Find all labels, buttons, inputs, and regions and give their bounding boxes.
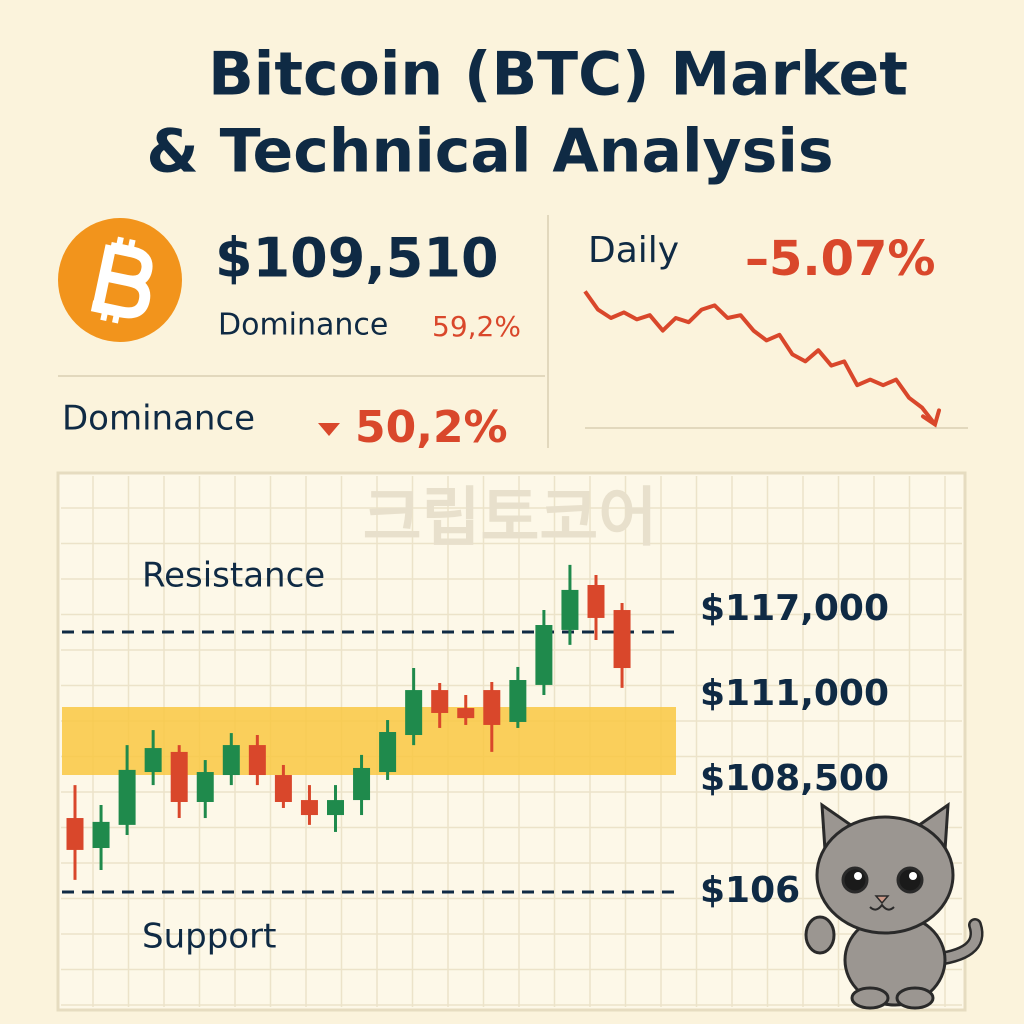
candle-body: [431, 690, 449, 713]
candle-body: [248, 745, 266, 776]
level-label: $106: [700, 870, 800, 911]
title-line: & Technical Analysis: [146, 117, 833, 187]
arrow-head: [921, 408, 941, 428]
candle-body: [483, 690, 501, 725]
daily-change: –5.07%: [745, 231, 936, 287]
candle-body: [613, 610, 631, 669]
candle-body: [300, 800, 318, 816]
candles: [66, 564, 631, 880]
candle-body: [222, 745, 240, 776]
candle-body: [509, 680, 527, 722]
level-label: $117,000: [700, 588, 889, 629]
candle-body: [457, 708, 475, 719]
candle-body: [66, 818, 84, 850]
annotation: Resistance: [142, 556, 325, 596]
candle-body: [405, 690, 423, 736]
level-label: $108,500: [700, 758, 889, 799]
sparkline: [583, 290, 941, 428]
candle-body: [170, 751, 188, 802]
candle-body: [327, 800, 344, 816]
candle-body: [144, 748, 162, 773]
zone: [62, 707, 676, 775]
dominance-value: 50,2%: [355, 402, 508, 453]
candle-body: [118, 769, 136, 825]
title-line: Bitcoin (BTC) Market: [208, 40, 908, 110]
annotation: Support: [142, 917, 276, 957]
candle-body: [353, 767, 371, 801]
candle-body: [535, 625, 553, 685]
candle-body: [587, 584, 605, 618]
candle-body: [196, 772, 214, 802]
price: $109,510: [215, 227, 499, 290]
dominance-label: Dominance: [62, 399, 255, 439]
daily-label: Daily: [588, 230, 679, 271]
down-arrow: [318, 423, 340, 436]
level-label: $111,000: [700, 673, 889, 714]
watermark: 크립토코어: [363, 482, 657, 556]
candle-body: [561, 589, 579, 630]
candle-body: [379, 732, 397, 773]
cat-illustration: [804, 801, 984, 1010]
candle-body: [92, 821, 110, 849]
sparkline-path: [583, 290, 937, 426]
bitcoin-icon: [58, 218, 182, 342]
dominance-label: Dominance: [218, 308, 388, 343]
candle-body: [274, 775, 292, 802]
dominance-value: 59,2%: [432, 310, 521, 343]
